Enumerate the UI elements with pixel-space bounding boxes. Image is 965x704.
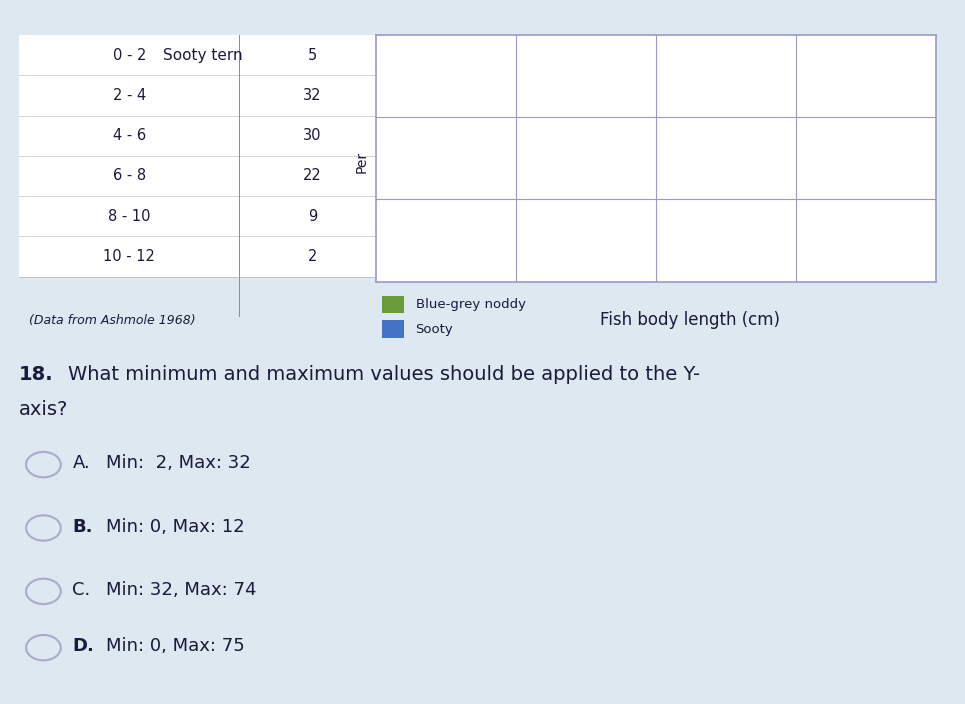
Text: 2: 2 — [308, 249, 317, 264]
Text: 6 - 8: 6 - 8 — [113, 168, 146, 184]
Bar — [382, 296, 404, 313]
Text: (Data from Ashmole 1968): (Data from Ashmole 1968) — [29, 314, 196, 327]
Text: What minimum and maximum values should be applied to the Y-: What minimum and maximum values should b… — [68, 365, 700, 384]
Text: 0 - 2: 0 - 2 — [113, 48, 146, 63]
Text: Sooty tern: Sooty tern — [163, 48, 242, 63]
Text: 9: 9 — [308, 208, 317, 224]
Text: 30: 30 — [303, 128, 322, 144]
FancyBboxPatch shape — [19, 75, 386, 115]
Text: 4 - 6: 4 - 6 — [113, 128, 146, 144]
FancyBboxPatch shape — [19, 35, 386, 75]
Text: Min:  2, Max: 32: Min: 2, Max: 32 — [106, 454, 251, 472]
Text: 5: 5 — [308, 48, 317, 63]
FancyBboxPatch shape — [19, 115, 386, 156]
Text: 18.: 18. — [19, 365, 54, 384]
Text: D.: D. — [72, 637, 95, 655]
FancyBboxPatch shape — [19, 196, 386, 237]
FancyBboxPatch shape — [19, 237, 386, 277]
Text: A.: A. — [72, 454, 90, 472]
FancyBboxPatch shape — [19, 35, 386, 75]
Text: Fish body length (cm): Fish body length (cm) — [600, 311, 781, 329]
Text: Min: 32, Max: 74: Min: 32, Max: 74 — [106, 581, 257, 599]
Text: axis?: axis? — [19, 401, 69, 420]
Text: C.: C. — [72, 581, 91, 599]
FancyBboxPatch shape — [19, 156, 386, 196]
Text: 8 - 10: 8 - 10 — [108, 208, 151, 224]
Text: B.: B. — [72, 517, 93, 536]
Text: 10 - 12: 10 - 12 — [103, 249, 155, 264]
Text: Per: Per — [355, 151, 369, 173]
Text: Blue-grey noddy: Blue-grey noddy — [416, 298, 526, 311]
Text: Min: 0, Max: 75: Min: 0, Max: 75 — [106, 637, 245, 655]
Text: Sooty: Sooty — [416, 323, 454, 336]
Bar — [382, 320, 404, 338]
Text: 32: 32 — [303, 88, 322, 103]
Text: Min: 0, Max: 12: Min: 0, Max: 12 — [106, 517, 245, 536]
Text: 2 - 4: 2 - 4 — [113, 88, 146, 103]
Text: 22: 22 — [303, 168, 322, 184]
